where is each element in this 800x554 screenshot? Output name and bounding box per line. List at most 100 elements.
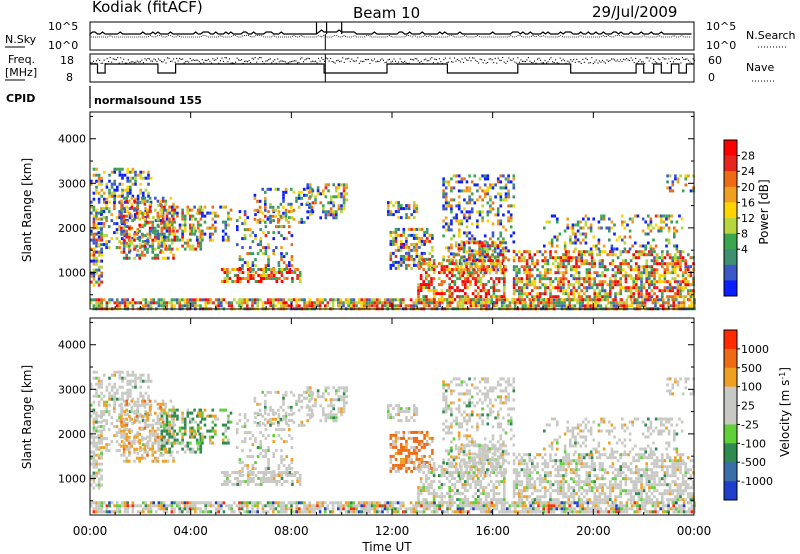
power-cell <box>227 214 230 218</box>
power-cell <box>621 223 624 227</box>
nave-dot <box>156 60 158 62</box>
power-cell <box>190 208 194 212</box>
nave-dot <box>407 63 409 65</box>
power-cell <box>141 235 144 239</box>
power-cell <box>167 208 170 212</box>
power-cell <box>97 243 101 247</box>
power-cell <box>389 298 392 302</box>
power-cell <box>477 286 480 290</box>
nave-dot <box>473 57 475 59</box>
velocity-cell <box>129 379 132 383</box>
power-cell <box>491 222 495 226</box>
power-cell <box>444 198 448 202</box>
velocity-cell <box>236 428 239 432</box>
power-cell <box>444 192 448 196</box>
nave-dot <box>296 62 298 64</box>
power-cell <box>163 205 166 209</box>
power-cell <box>126 170 129 174</box>
power-cell <box>443 265 446 269</box>
power-cell <box>144 216 147 220</box>
power-cell <box>500 298 504 302</box>
power-cell <box>463 198 466 202</box>
power-cell <box>598 265 602 269</box>
power-cell <box>480 256 484 260</box>
nave-dot <box>449 57 451 59</box>
power-cell <box>499 198 503 202</box>
power-cell <box>269 298 272 302</box>
velocity-cell <box>92 456 96 460</box>
power-cell <box>563 301 566 305</box>
power-cell <box>564 292 568 296</box>
power-cell <box>297 220 301 224</box>
power-cell <box>575 289 578 293</box>
power-cell <box>542 304 545 308</box>
velocity-cell <box>189 435 192 439</box>
nave-dot <box>367 58 369 60</box>
power-cell <box>417 283 420 287</box>
power-cell <box>397 245 400 249</box>
power-cell <box>97 298 101 302</box>
power-cell <box>504 246 508 250</box>
power-cell <box>679 174 682 178</box>
velocity-cell <box>95 453 98 457</box>
power-cell <box>405 266 408 270</box>
power-cell <box>113 301 116 305</box>
nave-dot <box>508 57 510 59</box>
velocity-cell <box>254 440 257 444</box>
power-cell <box>645 289 648 293</box>
power-cell <box>146 238 149 242</box>
velocity-cell <box>107 413 111 417</box>
power-cell <box>163 226 166 230</box>
power-cell <box>638 304 642 308</box>
power-cell <box>130 241 134 245</box>
power-cell <box>160 304 163 308</box>
power-cell <box>492 283 496 287</box>
power-cell <box>679 286 682 290</box>
power-cell <box>458 262 462 266</box>
nave-dot <box>535 62 537 64</box>
nave-dot <box>227 61 229 63</box>
power-cell <box>635 250 638 254</box>
power-cell <box>394 242 398 246</box>
velocity-cell <box>190 435 194 439</box>
velocity-cell <box>142 373 145 377</box>
power-cell <box>168 244 171 248</box>
velocity-cell <box>122 417 126 421</box>
power-cell <box>474 298 478 302</box>
power-cell <box>525 268 529 272</box>
power-cell <box>95 232 98 236</box>
power-cell <box>516 301 519 305</box>
power-cell <box>512 292 516 296</box>
power-cell <box>248 298 252 302</box>
power-cell <box>496 255 500 259</box>
power-cell <box>443 292 446 296</box>
power-cell <box>327 201 330 205</box>
power-cell <box>274 187 277 191</box>
power-cell <box>544 277 547 281</box>
power-cell <box>565 304 569 308</box>
velocity-cell <box>103 403 106 407</box>
nave-dot <box>558 62 560 64</box>
power-cell <box>555 298 558 302</box>
power-cell <box>555 301 558 305</box>
power-cell <box>105 243 108 247</box>
power-cell <box>183 223 187 227</box>
power-cell <box>584 241 588 245</box>
power-cell <box>322 207 325 211</box>
power-cell <box>676 256 680 260</box>
power-cell <box>144 298 148 302</box>
velocity-cell <box>126 413 129 417</box>
power-cell <box>490 298 493 302</box>
power-cell <box>663 286 667 290</box>
nave-dot <box>244 60 246 62</box>
power-cell <box>566 226 569 230</box>
power-cell <box>640 265 643 269</box>
power-cell <box>233 280 237 283</box>
power-cell <box>533 283 537 287</box>
power-cell <box>636 298 639 302</box>
power-cell <box>478 252 482 256</box>
velocity-cell <box>172 459 175 463</box>
velocity-cell <box>97 400 101 404</box>
power-cell <box>447 228 451 232</box>
power-cell <box>152 298 155 302</box>
